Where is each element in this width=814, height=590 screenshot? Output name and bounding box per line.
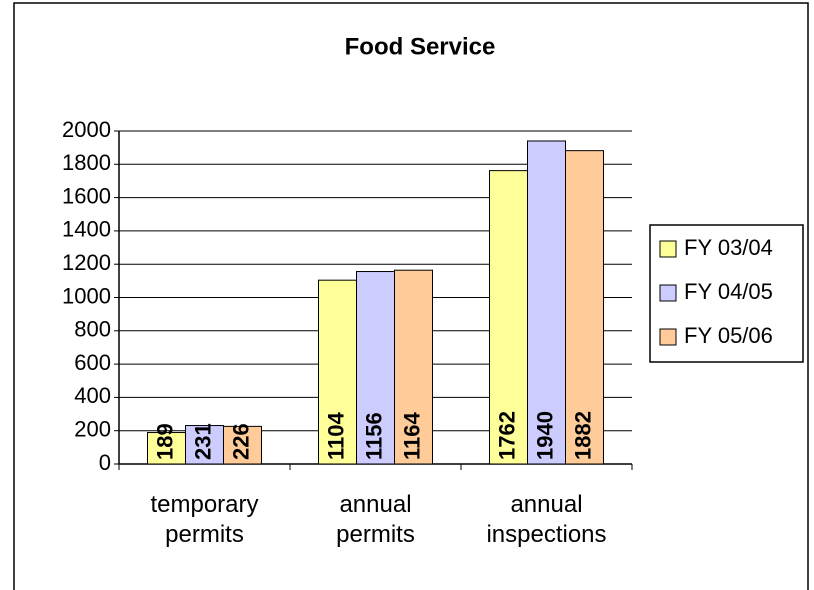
bar: [565, 150, 604, 465]
data-label: 1156: [361, 412, 386, 460]
bar: [185, 425, 224, 465]
bar: [489, 170, 528, 465]
bar: [527, 140, 566, 465]
x-tick-label: annual permits: [336, 491, 415, 548]
legend-swatch: [659, 284, 677, 302]
y-tick-label: 0: [99, 450, 111, 475]
bar: [356, 271, 395, 465]
data-label: 1104: [323, 412, 348, 460]
y-tick-label: 200: [74, 417, 111, 442]
y-tick-label: 600: [74, 350, 111, 375]
legend-swatch: [659, 328, 677, 346]
data-label: 189: [152, 423, 177, 460]
data-label: 1940: [532, 411, 557, 460]
chart-title: Food Service: [345, 33, 496, 60]
legend-swatch: [659, 240, 677, 258]
y-tick-label: 1200: [62, 250, 111, 275]
legend-label: FY 03/04: [684, 235, 773, 260]
y-tick-label: 800: [74, 317, 111, 342]
bar: [223, 425, 262, 465]
y-tick-label: 400: [74, 383, 111, 408]
data-label: 1882: [570, 411, 595, 460]
data-label: 1762: [494, 411, 519, 460]
legend-label: FY 05/06: [684, 323, 773, 348]
data-label: 231: [190, 423, 215, 460]
x-tick-label: temporary permits: [150, 491, 259, 548]
bar: [394, 269, 433, 465]
data-label: 226: [228, 423, 253, 460]
legend-label: FY 04/05: [684, 279, 773, 304]
y-tick-label: 1000: [62, 283, 111, 308]
y-tick-label: 1800: [62, 150, 111, 175]
x-tick-label: annual inspections: [486, 491, 607, 548]
y-tick-label: 2000: [62, 117, 111, 142]
data-label: 1164: [399, 412, 424, 460]
y-tick-label: 1400: [62, 217, 111, 242]
bar: [318, 279, 357, 465]
y-tick-label: 1600: [62, 183, 111, 208]
